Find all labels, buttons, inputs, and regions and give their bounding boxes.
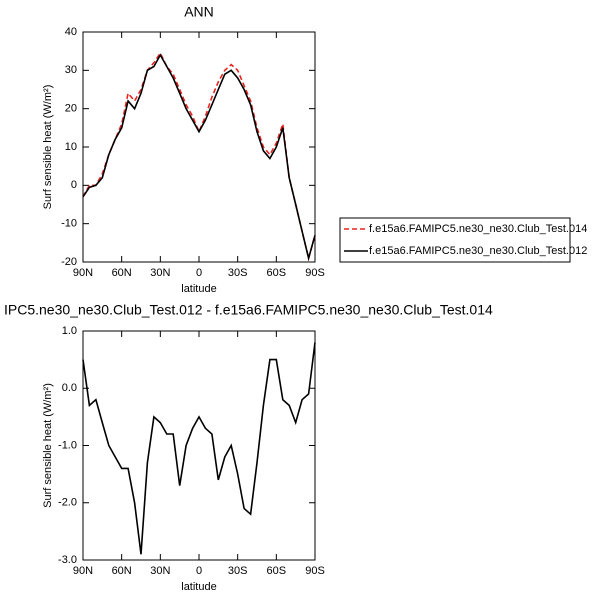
legend-box [339, 217, 571, 263]
x-tick-label: 60S [267, 565, 287, 577]
x-tick-label: 90N [73, 565, 93, 577]
y-tick-label: 30 [65, 64, 77, 76]
x-tick-label: 90N [73, 267, 93, 279]
y-tick-label: -1.0 [58, 439, 77, 451]
data-line [82, 51, 316, 262]
x-tick-label: 60N [112, 267, 132, 279]
y-tick-label: 40 [65, 26, 77, 38]
x-tick-label: 90S [305, 565, 325, 577]
y-tick-label: -3.0 [58, 554, 77, 566]
y-tick-label: 20 [65, 103, 77, 115]
x-tick-label: 60N [112, 565, 132, 577]
x-tick-label: 30N [150, 565, 170, 577]
plot-frame [82, 31, 316, 263]
data-line [82, 53, 316, 262]
x-tick-label: 0 [196, 565, 202, 577]
legend-label: f.e15a6.FAMIPC5.ne30_ne30.Club_Test.014 [369, 223, 587, 235]
chart-title: ANN [184, 4, 214, 20]
y-tick-label: -20 [61, 256, 77, 268]
x-axis-label: latitude [181, 581, 216, 593]
y-axis-label: Surf sensible heat (W/m²) [42, 85, 54, 210]
y-axis-label: Surf sensible heat (W/m²) [42, 383, 54, 508]
plot-frame [82, 330, 316, 561]
y-tick-label: 0.0 [62, 382, 77, 394]
x-tick-label: 0 [196, 267, 202, 279]
data-line [82, 342, 316, 555]
x-tick-label: 90S [305, 267, 325, 279]
y-tick-label: 1.0 [62, 325, 77, 337]
x-tick-label: 30S [228, 267, 248, 279]
x-tick-label: 60S [267, 267, 287, 279]
chart-title: IPC5.ne30_ne30.Club_Test.012 - f.e15a6.F… [4, 302, 493, 318]
y-tick-label: 10 [65, 141, 77, 153]
x-tick-label: 30S [228, 565, 248, 577]
y-tick-label: 0 [71, 179, 77, 191]
y-tick-label: -2.0 [58, 497, 77, 509]
x-tick-label: 30N [150, 267, 170, 279]
legend-label: f.e15a6.FAMIPC5.ne30_ne30.Club_Test.012 [369, 245, 587, 257]
x-axis-label: latitude [181, 283, 216, 295]
y-tick-label: -10 [61, 218, 77, 230]
